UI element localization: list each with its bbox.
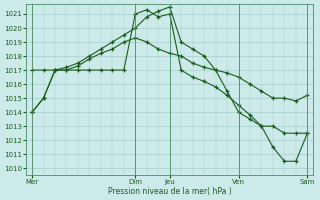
X-axis label: Pression niveau de la mer( hPa ): Pression niveau de la mer( hPa ) (108, 187, 232, 196)
